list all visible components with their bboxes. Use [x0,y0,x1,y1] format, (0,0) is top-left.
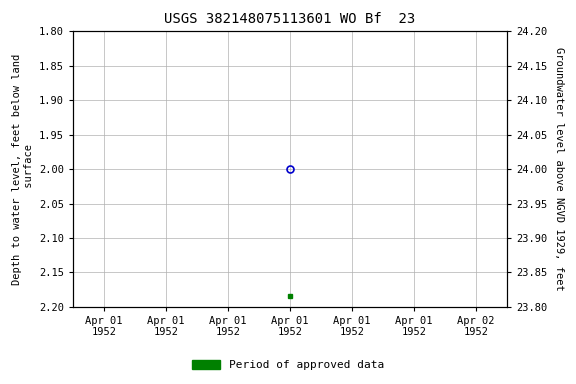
Y-axis label: Depth to water level, feet below land
 surface: Depth to water level, feet below land su… [12,53,33,285]
Legend: Period of approved data: Period of approved data [188,356,388,375]
Y-axis label: Groundwater level above NGVD 1929, feet: Groundwater level above NGVD 1929, feet [554,47,564,291]
Title: USGS 382148075113601 WO Bf  23: USGS 382148075113601 WO Bf 23 [165,12,416,26]
